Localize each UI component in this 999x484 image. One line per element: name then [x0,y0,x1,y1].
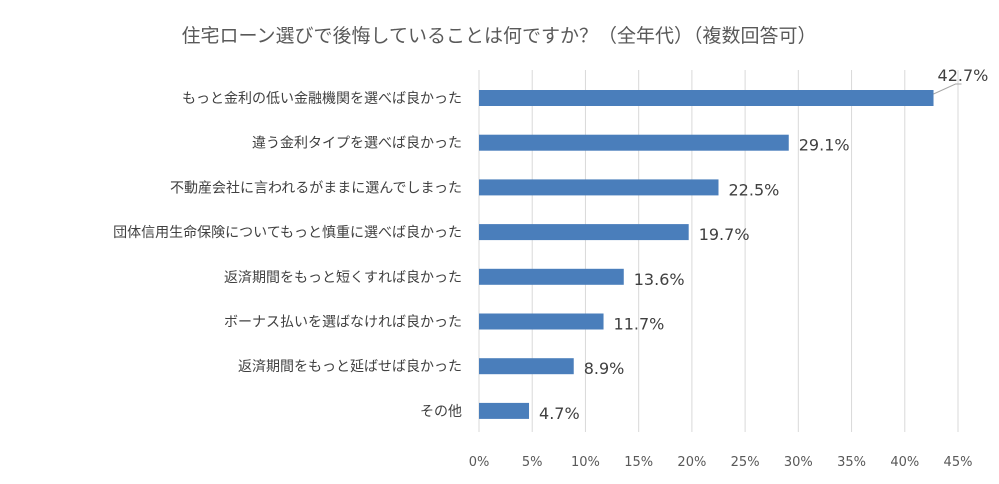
gridlines [478,70,959,432]
x-tick-label-3: 15% [624,455,653,470]
category-label-3: 団体信用生命保険についてもっと慎重に選べば良かった [113,224,462,241]
bar-3 [479,224,689,241]
value-label-6: 8.9% [584,359,625,378]
x-tick-label-7: 35% [837,455,866,470]
bar-1 [479,134,789,151]
x-tick-label-9: 45% [944,455,973,470]
value-label-2: 22.5% [729,180,780,199]
bars [479,90,934,419]
bar-0 [479,90,934,106]
value-label-5: 11.7% [614,315,665,334]
category-label-7: その他 [420,404,462,420]
bar-5 [479,313,604,330]
category-labels: もっと金利の低い金融機関を選べば良かった違う金利タイプを選べば良かった不動産会社… [113,91,462,420]
x-tick-label-4: 20% [677,455,706,470]
category-label-6: 返済期間をもっと延ばせば良かった [238,359,462,375]
bar-6 [479,358,574,375]
x-tick-label-0: 0% [469,455,490,470]
value-label-7: 4.7% [539,404,580,423]
value-label-0: 42.7% [938,66,989,85]
category-label-2: 不動産会社に言われるがままに選んでしまった [170,180,462,196]
category-label-4: 返済期間をもっと短くすれば良かった [224,270,462,286]
category-label-5: ボーナス払いを選ばなければ良かった [224,315,462,331]
category-label-1: 違う金利タイプを選べば良かった [252,136,462,152]
category-label-0: もっと金利の低い金融機関を選べば良かった [182,91,462,107]
x-tick-label-8: 40% [890,455,919,470]
bar-7 [479,402,530,419]
x-axis-tick-labels: 0% 5% 10% 15% 20% 25% 30% 35% 40% 45% [469,455,973,470]
value-label-3: 19.7% [699,225,750,244]
chart-title: 住宅ローン選びで後悔していることは何ですか？（全年代）（複数回答可） [182,25,817,47]
bar-4 [479,268,624,285]
value-label-1: 29.1% [799,136,850,155]
x-tick-label-6: 30% [784,455,813,470]
x-tick-label-1: 5% [522,455,543,470]
bar-2 [479,179,719,196]
leader-line-0 [933,83,962,95]
value-labels: 42.7% 29.1% 22.5% 19.7% 13.6% 11.7% 8.9% 4.7% [539,66,988,423]
x-tick-label-5: 25% [731,455,760,470]
x-tick-label-2: 10% [571,455,600,470]
value-label-4: 13.6% [634,270,685,289]
